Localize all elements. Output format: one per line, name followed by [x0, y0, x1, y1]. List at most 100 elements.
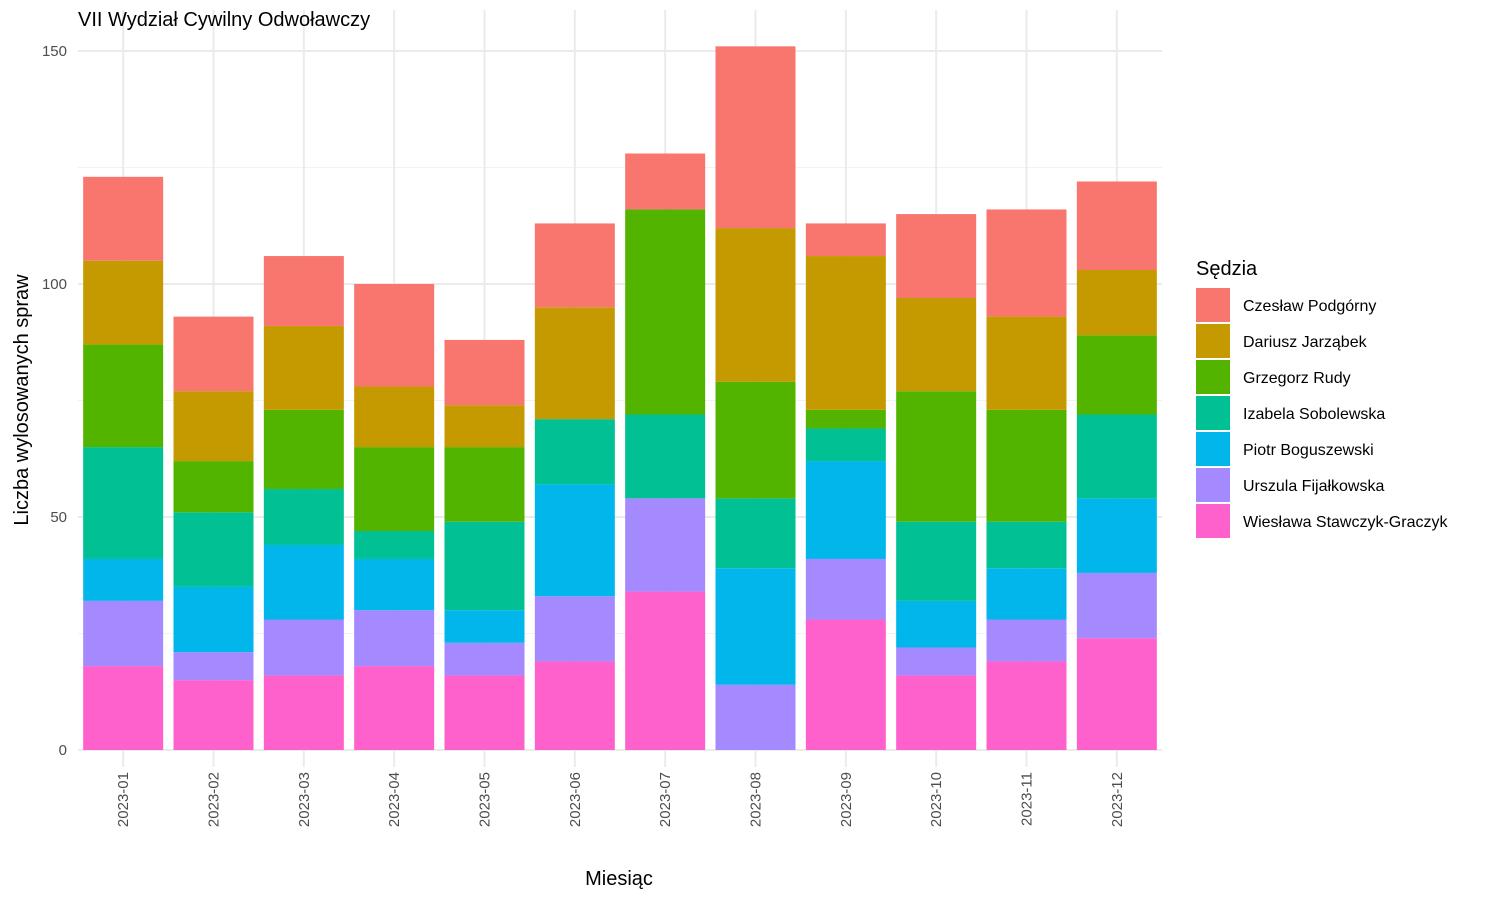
x-tick-label: 2023-09 [838, 772, 855, 827]
bar-segment [805, 619, 886, 750]
bar-segment [173, 316, 254, 392]
legend-swatch [1196, 504, 1230, 538]
bar-segment [263, 409, 344, 490]
bar-segment [263, 489, 344, 545]
bar-segment [715, 46, 796, 229]
bar-segment [354, 447, 435, 531]
legend-label: Piotr Boguszewski [1243, 442, 1374, 459]
legend-label: Grzegorz Rudy [1243, 370, 1351, 387]
bar-segment [1076, 638, 1157, 750]
bar-segment [173, 586, 254, 653]
bar-segment [986, 316, 1067, 410]
legend-swatch [1196, 360, 1230, 394]
bar-segment [805, 223, 886, 257]
x-tick-label: 2023-03 [296, 772, 313, 827]
legend-swatch [1196, 396, 1230, 430]
axis-layer: 0 50 100 150 2023-01 2023-02 2023-03 2023-04 202… [42, 43, 1126, 827]
bar-segment [173, 652, 254, 681]
bar-segment [986, 521, 1067, 569]
legend-title: Sędzia [1196, 258, 1258, 280]
bar-segment [534, 661, 615, 750]
bar-segment [354, 386, 435, 448]
bar-segment [444, 339, 525, 406]
bar-segment [896, 214, 977, 298]
bar-segment [1076, 335, 1157, 415]
bar-segment [715, 228, 796, 382]
bar-segment [986, 568, 1067, 620]
legend-label: Izabela Sobolewska [1243, 406, 1385, 423]
bar-segment [444, 642, 525, 676]
bar-segment [173, 391, 254, 462]
y-axis-title: Liczba wylosowanych spraw [11, 274, 33, 526]
bar-segment [986, 661, 1067, 750]
bar-segment [444, 447, 525, 522]
bar-segment [986, 409, 1067, 522]
bar-segment [715, 498, 796, 569]
x-tick-label: 2023-11 [1019, 772, 1036, 826]
chart-title: VII Wydział Cywilny Odwoławczy [78, 9, 370, 31]
bar-segment [625, 153, 706, 210]
bar-segment [354, 610, 435, 667]
bar-segment [534, 307, 615, 420]
bar-segment [83, 447, 164, 559]
bar-segment [263, 544, 344, 620]
x-tick-label: 2023-02 [206, 772, 223, 827]
bar-segment [986, 619, 1067, 662]
bar-segment [534, 596, 615, 662]
bar-segment [805, 409, 886, 429]
bar-segment [805, 558, 886, 620]
bar-segment [715, 568, 796, 685]
bar-segment [173, 680, 254, 750]
bar-segment [83, 260, 164, 345]
bar-segment [263, 619, 344, 676]
bar-segment [534, 484, 615, 597]
x-tick-label: 2023-10 [928, 772, 945, 827]
legend-label: Czesław Podgórny [1243, 298, 1376, 315]
x-tick-label: 2023-04 [386, 772, 403, 827]
bar-segment [444, 675, 525, 750]
legend-label: Dariusz Jarząbek [1243, 334, 1368, 351]
bar-segment [896, 647, 977, 676]
bar-segment [444, 521, 525, 611]
x-tick-label: 2023-06 [567, 772, 584, 827]
bar-segment [263, 675, 344, 750]
bar-segment [896, 675, 977, 750]
bar-segment [1076, 572, 1157, 639]
x-tick-label: 2023-01 [115, 772, 132, 827]
x-tick-label: 2023-12 [1109, 772, 1126, 827]
y-tick-label: 100 [42, 276, 67, 293]
bar-segment [1076, 414, 1157, 499]
y-tick-label: 150 [42, 43, 67, 60]
bar-segment [1076, 270, 1157, 336]
bar-segment [444, 610, 525, 643]
bar-segment [805, 428, 886, 462]
bar-segment [354, 530, 435, 559]
bar-segment [534, 419, 615, 485]
x-axis-title: Miesiąc [585, 868, 653, 890]
bar-segment [444, 405, 525, 448]
bar-segment [805, 256, 886, 410]
bar-segment [896, 297, 977, 392]
bar-segment [715, 381, 796, 499]
bar-segment [354, 284, 435, 387]
bars-layer [83, 46, 1157, 750]
legend: Sędzia Czesław Podgórny Dariusz Jarząbek G… [1196, 258, 1448, 538]
bar-segment [805, 461, 886, 559]
bar-segment [1076, 181, 1157, 271]
bar-segment [986, 209, 1067, 317]
bar-segment [354, 666, 435, 750]
legend-swatch [1196, 468, 1230, 502]
legend-label: Urszula Fijałkowska [1243, 478, 1384, 495]
legend-swatch [1196, 432, 1230, 466]
y-tick-label: 50 [50, 509, 67, 526]
bar-segment [173, 512, 254, 587]
x-tick-label: 2023-05 [477, 772, 494, 827]
x-tick-label: 2023-07 [657, 772, 674, 827]
legend-swatch [1196, 288, 1230, 322]
bar-segment [83, 344, 164, 448]
bar-segment [173, 461, 254, 513]
bar-segment [83, 558, 164, 601]
bar-segment [534, 223, 615, 308]
